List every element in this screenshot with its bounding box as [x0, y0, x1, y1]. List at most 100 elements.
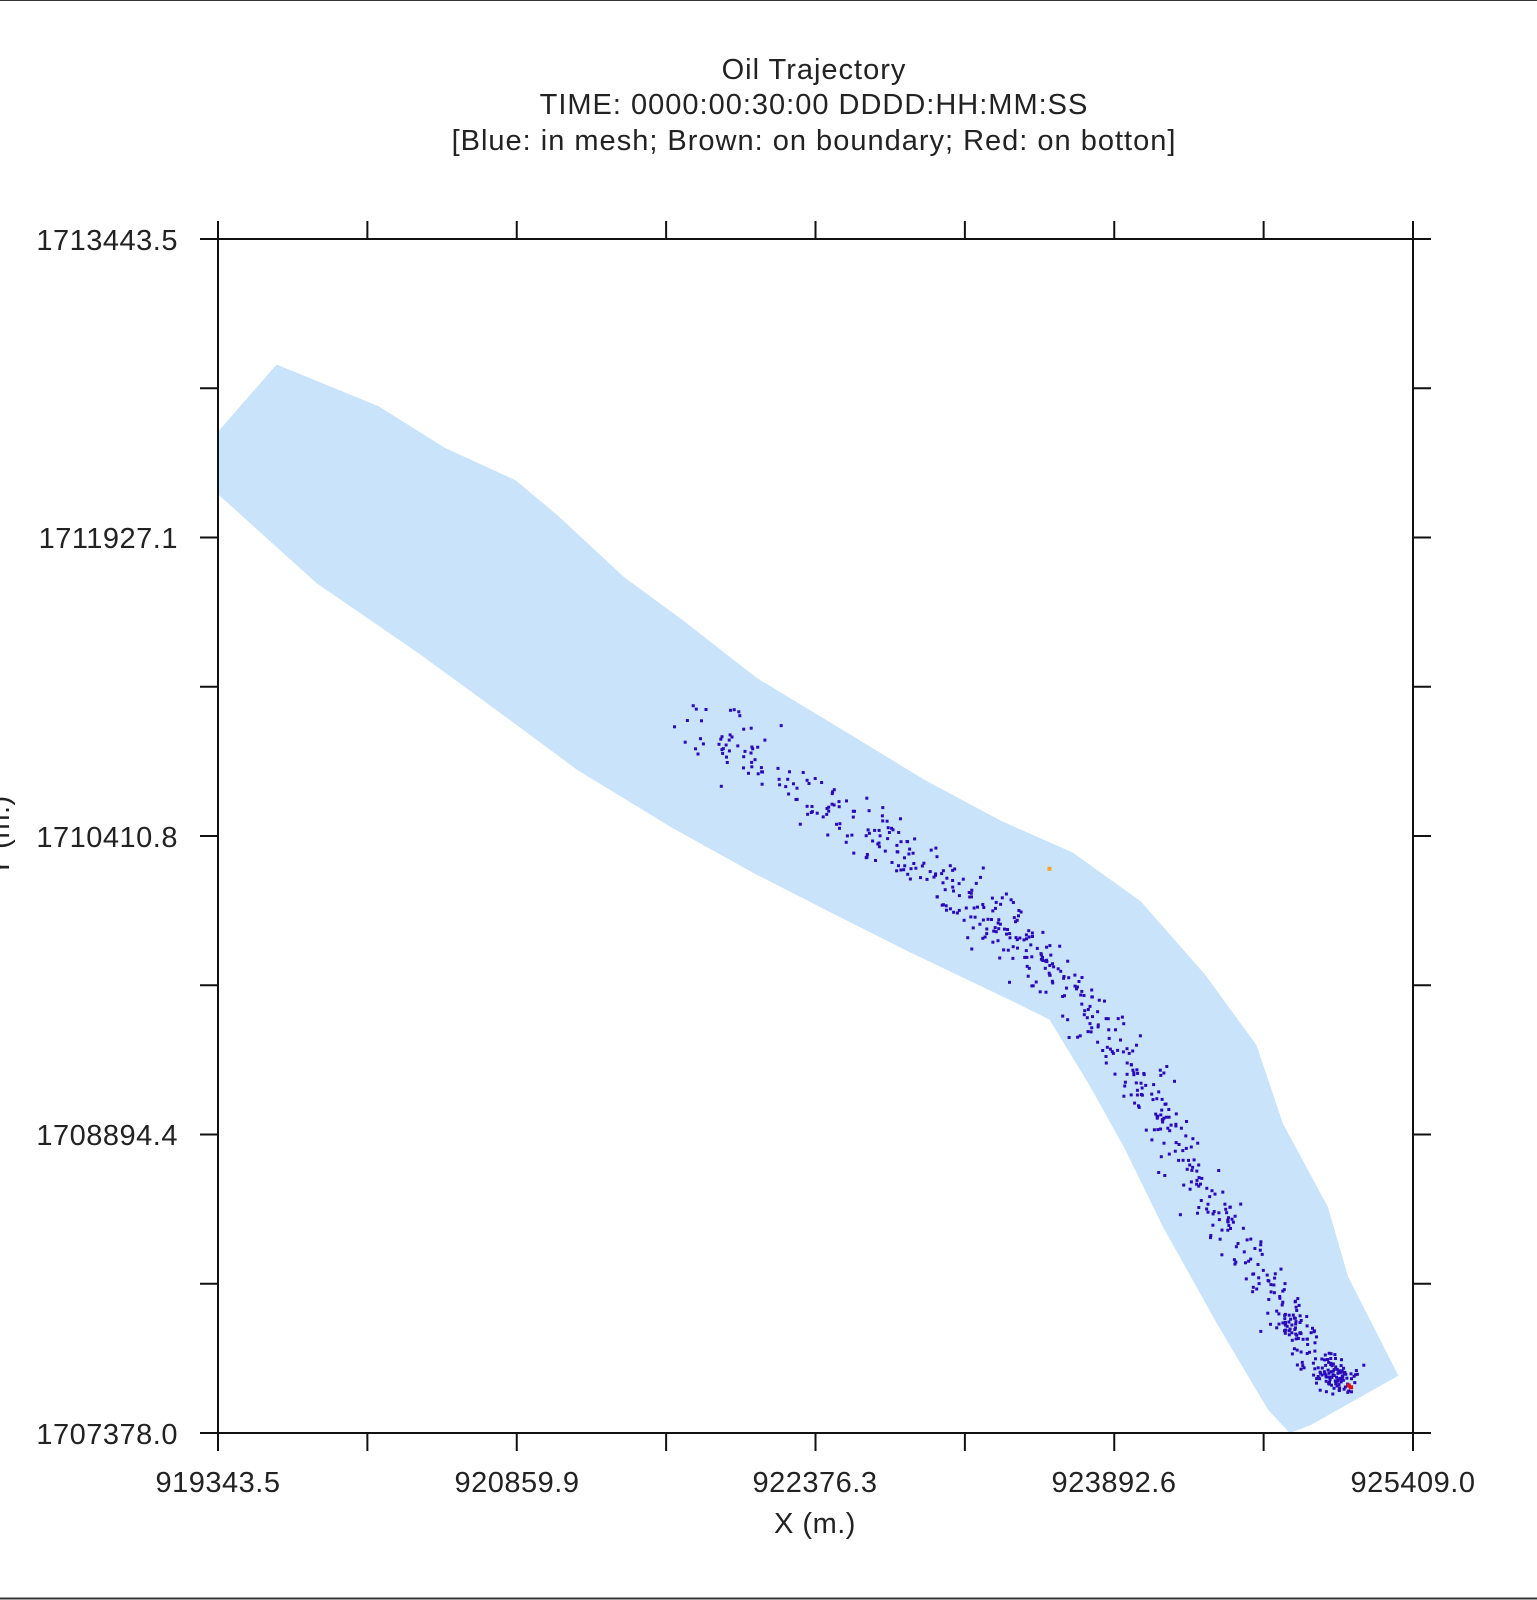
mesh-domain [218, 364, 1399, 1433]
particle-in-mesh [948, 864, 952, 868]
particle-in-mesh [851, 815, 855, 819]
particle-in-mesh [955, 911, 959, 915]
particle-in-mesh [1058, 944, 1062, 948]
particle-in-mesh [1177, 1158, 1181, 1162]
particle-in-mesh [1120, 1015, 1124, 1019]
particle-in-mesh [895, 850, 899, 854]
particle-in-mesh [1159, 1127, 1163, 1131]
particle-in-mesh [1088, 1004, 1092, 1008]
particle-in-mesh [1154, 1112, 1158, 1116]
particle-in-mesh [1342, 1366, 1346, 1370]
particle-in-mesh [1097, 998, 1101, 1002]
particle-in-mesh [1122, 1022, 1126, 1026]
particle-in-mesh [1355, 1372, 1359, 1376]
particle-in-mesh [897, 831, 901, 834]
particle-in-mesh [1150, 1092, 1154, 1096]
particle-in-mesh [1287, 1333, 1291, 1337]
particle-in-mesh [1067, 1036, 1071, 1039]
particle-in-mesh [1227, 1216, 1230, 1220]
particle-in-mesh [940, 903, 944, 907]
particle-in-mesh [1327, 1382, 1331, 1386]
particle-in-mesh [1166, 1126, 1170, 1130]
particle-in-mesh [1131, 1049, 1135, 1053]
particle-in-mesh [1256, 1263, 1260, 1266]
x-tick-label: 925409.0 [1351, 1467, 1476, 1499]
particle-in-mesh [1293, 1316, 1297, 1320]
particle-in-mesh [1003, 927, 1006, 931]
particle-in-mesh [831, 790, 835, 794]
particle-in-mesh [1134, 1081, 1138, 1085]
particle-in-mesh [1132, 1071, 1136, 1075]
particle-in-mesh [1083, 1009, 1087, 1013]
particle-in-mesh [1324, 1363, 1328, 1367]
particle-in-mesh [1315, 1335, 1318, 1339]
particle-in-mesh [1044, 990, 1048, 994]
particle-in-mesh [1184, 1134, 1188, 1138]
particle-in-mesh [673, 725, 676, 729]
particle-in-mesh [1275, 1309, 1279, 1313]
particle-in-mesh [1311, 1326, 1314, 1330]
particle-in-mesh [1161, 1120, 1165, 1124]
particle-in-mesh [701, 742, 705, 746]
particle-in-mesh [1257, 1282, 1261, 1286]
particle-in-mesh [725, 755, 728, 759]
x-tick-label: 922376.3 [753, 1467, 878, 1499]
particle-in-mesh [897, 864, 900, 868]
particle-in-mesh [873, 828, 877, 832]
particle-in-mesh [913, 837, 917, 841]
particle-in-mesh [866, 828, 870, 832]
particle-in-mesh [1051, 981, 1055, 985]
particle-in-mesh [1267, 1279, 1271, 1283]
particle-in-mesh [1190, 1168, 1194, 1172]
particle-in-mesh [749, 726, 753, 730]
particle-in-mesh [1086, 1008, 1090, 1011]
particle-layer [673, 704, 1366, 1396]
particle-in-mesh [1163, 1174, 1167, 1177]
particle-in-mesh [1017, 909, 1021, 912]
particle-in-mesh [1290, 1338, 1294, 1342]
particle-in-mesh [919, 876, 922, 880]
particle-in-mesh [1164, 1115, 1168, 1119]
particle-in-mesh [1315, 1381, 1318, 1385]
particle-in-mesh [807, 782, 811, 785]
x-tick-label: 920859.9 [455, 1467, 580, 1499]
particle-in-mesh [1035, 946, 1039, 950]
particle-in-mesh [1158, 1068, 1162, 1072]
y-tick-label: 1710410.8 [36, 822, 178, 854]
particle-in-mesh [951, 868, 955, 872]
particle-in-mesh [1280, 1303, 1284, 1307]
particle-in-mesh [976, 905, 979, 909]
particle-in-mesh [1322, 1370, 1326, 1374]
particle-in-mesh [1273, 1272, 1277, 1276]
particle-in-mesh [1015, 938, 1019, 942]
particle-in-mesh [1318, 1388, 1322, 1392]
particle-in-mesh [1305, 1315, 1309, 1318]
particle-in-mesh [1045, 958, 1048, 962]
particle-in-mesh [787, 792, 791, 796]
particle-in-mesh [786, 777, 790, 781]
particle-in-mesh [945, 908, 948, 912]
particle-in-mesh [902, 868, 906, 872]
particle-in-mesh [763, 738, 767, 742]
particle-in-mesh [792, 782, 795, 786]
particle-in-mesh [825, 812, 829, 816]
particle-in-mesh [1272, 1283, 1276, 1287]
particle-in-mesh [838, 822, 842, 826]
particle-in-mesh [837, 800, 841, 804]
particle-in-mesh [1025, 937, 1029, 941]
particle-in-mesh [1079, 993, 1083, 997]
particle-in-mesh [1089, 1030, 1093, 1034]
particle-in-mesh [1342, 1371, 1346, 1375]
particle-in-mesh [1334, 1380, 1338, 1384]
particle-in-mesh [1323, 1353, 1327, 1357]
particle-in-mesh [1224, 1207, 1228, 1211]
particle-in-mesh [908, 847, 912, 851]
particle-in-mesh [776, 766, 780, 770]
particle-in-mesh [830, 792, 834, 796]
particle-in-mesh [1196, 1141, 1200, 1145]
particle-in-mesh [1191, 1165, 1195, 1169]
particle-in-mesh [1039, 953, 1043, 957]
particle-in-mesh [1289, 1317, 1293, 1321]
particle-in-mesh [957, 894, 961, 898]
particle-in-mesh [1218, 1237, 1222, 1241]
